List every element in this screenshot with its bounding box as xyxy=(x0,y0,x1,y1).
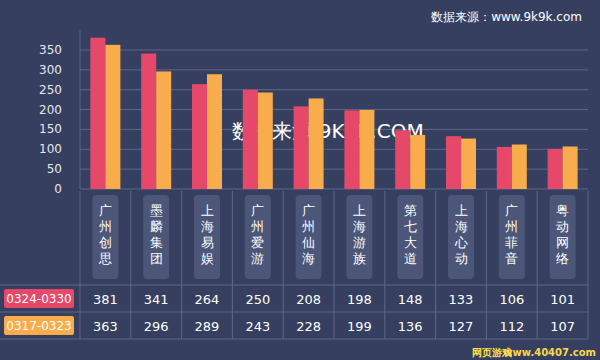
y-tick-label: 250 xyxy=(39,83,62,97)
table-divider xyxy=(537,191,538,339)
bar xyxy=(309,98,324,189)
bar xyxy=(294,106,309,189)
table-value: 198 xyxy=(347,292,372,307)
bar xyxy=(258,92,273,189)
table-divider xyxy=(80,191,81,339)
table-value: 243 xyxy=(245,319,270,334)
table-value: 133 xyxy=(449,292,474,307)
table-divider xyxy=(181,191,182,339)
category-label: 广州爱游 xyxy=(251,203,264,266)
grid-line xyxy=(80,50,588,51)
table-value: 112 xyxy=(499,319,524,334)
bar xyxy=(344,110,359,189)
bar xyxy=(512,145,527,189)
category-label: 墨麟集团 xyxy=(150,203,163,266)
table-value: 199 xyxy=(347,319,372,334)
table-value: 101 xyxy=(550,292,575,307)
y-axis-line xyxy=(80,30,81,189)
background xyxy=(0,0,600,360)
bar xyxy=(359,110,374,189)
table-value: 127 xyxy=(449,319,474,334)
category-label: 上海心动 xyxy=(454,203,468,266)
bar xyxy=(192,84,207,189)
table-divider xyxy=(0,339,588,340)
logo-url: www.40407.com xyxy=(503,347,596,358)
category-label: 上海易娱 xyxy=(201,203,214,266)
category-box xyxy=(448,195,474,279)
table-divider xyxy=(0,285,588,286)
y-tick-label: 100 xyxy=(39,142,62,156)
table-divider xyxy=(486,191,487,339)
table-divider xyxy=(130,191,131,339)
y-tick-label: 0 xyxy=(54,182,62,196)
table-value: 381 xyxy=(93,292,118,307)
bar xyxy=(243,90,258,189)
table-divider xyxy=(0,312,588,313)
table-value: 228 xyxy=(296,319,321,334)
legend-label: 0317-0323 xyxy=(6,319,71,333)
bar xyxy=(563,147,578,189)
bar xyxy=(141,54,156,189)
category-label: 第七大道 xyxy=(404,203,417,266)
bar xyxy=(395,130,410,189)
category-box xyxy=(296,195,322,279)
bar xyxy=(497,147,512,189)
table-value: 296 xyxy=(144,319,169,334)
table-divider xyxy=(384,191,385,339)
table-divider xyxy=(232,191,233,339)
category-box xyxy=(245,195,271,279)
table-value: 107 xyxy=(550,319,575,334)
bar xyxy=(207,74,222,189)
table-value: 136 xyxy=(398,319,423,334)
table-divider xyxy=(334,191,335,339)
category-box xyxy=(194,195,220,279)
y-tick-label: 350 xyxy=(39,43,62,57)
category-label: 粤动网络 xyxy=(556,203,569,266)
table-value: 148 xyxy=(398,292,423,307)
bar xyxy=(410,135,425,189)
category-box xyxy=(92,195,118,279)
bars xyxy=(90,38,577,189)
category-label: 广州仙海 xyxy=(302,203,315,266)
table-divider xyxy=(435,191,436,339)
source: 数据来源：www.9k9k.com xyxy=(431,10,582,24)
table-value: 289 xyxy=(195,319,220,334)
category-box xyxy=(499,195,525,279)
category-label: 广州菲音 xyxy=(505,203,518,266)
table-value: 208 xyxy=(296,292,321,307)
y-tick-label: 50 xyxy=(47,162,62,176)
logo-title: 网页游戏 xyxy=(472,347,512,358)
table-value: 341 xyxy=(144,292,169,307)
bar xyxy=(548,149,563,189)
bar xyxy=(90,38,105,189)
table-value: 250 xyxy=(245,292,270,307)
y-tick-label: 150 xyxy=(39,122,62,136)
category-label: 上海游族 xyxy=(353,203,366,266)
table-divider xyxy=(283,191,284,339)
y-tick-label: 200 xyxy=(39,103,62,117)
legend-label: 0324-0330 xyxy=(6,292,71,306)
bar xyxy=(105,45,120,189)
category-box xyxy=(346,195,372,279)
y-tick-label: 300 xyxy=(39,63,62,77)
bar xyxy=(461,139,476,189)
legend-swatch xyxy=(4,316,74,335)
category-box xyxy=(550,195,576,279)
table-value: 264 xyxy=(195,292,220,307)
bar xyxy=(156,71,171,189)
table-value: 363 xyxy=(93,319,118,334)
table-value: 106 xyxy=(499,292,524,307)
category-box xyxy=(397,195,423,279)
bar xyxy=(446,136,461,189)
legend-swatch xyxy=(4,289,74,308)
table-divider xyxy=(588,191,589,339)
category-label: 广州创思 xyxy=(98,203,112,266)
category-box xyxy=(143,195,169,279)
